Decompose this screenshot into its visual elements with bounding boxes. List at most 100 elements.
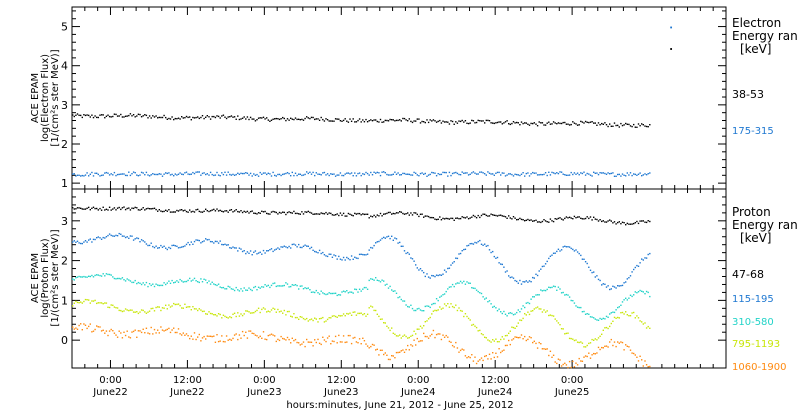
proton-point-4 (593, 352, 595, 355)
proton-point-2 (217, 283, 220, 285)
proton-point-4 (509, 343, 511, 346)
proton-point-0 (134, 206, 136, 209)
proton-point-3 (538, 308, 540, 310)
proton-point-0 (484, 213, 486, 215)
proton-point-3 (405, 335, 407, 338)
electron-point-1 (554, 172, 556, 175)
proton-point-0 (400, 211, 402, 213)
proton-point-2 (613, 311, 616, 314)
electron-point-0 (254, 120, 257, 122)
proton-point-4 (224, 341, 226, 343)
proton-point-0 (538, 221, 540, 223)
electron-point-1 (469, 173, 471, 175)
proton-point-4 (290, 342, 292, 344)
proton-point-0 (381, 215, 383, 217)
electron-point-0 (363, 121, 366, 123)
proton-point-0 (120, 208, 122, 211)
proton-point-2 (246, 289, 249, 291)
proton-point-0 (512, 216, 515, 218)
electron-point-1 (264, 172, 266, 174)
proton-point-3 (395, 335, 398, 337)
proton-point-0 (371, 216, 374, 218)
proton-point-2 (347, 292, 350, 294)
proton-point-3 (190, 309, 192, 311)
proton-point-1 (331, 256, 334, 258)
proton-point-2 (99, 274, 101, 277)
proton-point-1 (626, 278, 628, 280)
proton-point-4 (128, 336, 130, 338)
proton-point-4 (261, 337, 263, 339)
electron-point-0 (152, 115, 154, 117)
proton-point-2 (243, 287, 245, 289)
proton-point-0 (594, 218, 596, 220)
electron-point-1 (584, 174, 587, 176)
proton-point-4 (334, 335, 337, 338)
electron-point-1 (99, 175, 101, 177)
electron-point-0 (259, 117, 261, 119)
proton-point-4 (363, 340, 366, 342)
proton-point-1 (472, 243, 475, 245)
proton-point-3 (437, 309, 439, 311)
electron-point-1 (389, 174, 391, 176)
proton-point-1 (97, 236, 99, 238)
proton-point-3 (182, 307, 184, 309)
proton-point-1 (439, 274, 441, 276)
proton-point-0 (511, 218, 513, 220)
proton-point-1 (613, 286, 616, 288)
proton-point-0 (636, 220, 638, 223)
electron-point-1 (479, 171, 481, 173)
proton-point-1 (216, 240, 218, 243)
proton-point-1 (410, 257, 412, 259)
proton-point-3 (187, 306, 189, 308)
electron-point-0 (538, 121, 540, 123)
proton-point-4 (240, 337, 242, 339)
proton-point-3 (92, 300, 95, 302)
electron-point-1 (299, 173, 301, 175)
electron-point-0 (456, 122, 459, 124)
proton-point-1 (560, 249, 563, 251)
electron-point-1 (532, 171, 534, 174)
electron-point-0 (484, 122, 486, 124)
proton-point-0 (233, 210, 236, 212)
proton-point-4 (145, 327, 148, 329)
electron-point-1 (102, 174, 104, 176)
electron-point-1 (166, 172, 168, 175)
electron-point-0 (391, 119, 393, 121)
electron-point-1 (213, 174, 215, 177)
proton-point-2 (344, 291, 346, 293)
proton-point-4 (535, 342, 537, 345)
electron-point-0 (299, 119, 301, 121)
proton-point-1 (309, 247, 311, 250)
proton-point-4 (445, 334, 447, 337)
electron-point-1 (463, 172, 465, 174)
proton-point-4 (533, 340, 535, 342)
electron-point-0 (570, 123, 572, 126)
proton-point-0 (641, 220, 643, 222)
electron-point-1 (548, 171, 550, 173)
proton-point-1 (475, 242, 478, 244)
electron-point-1 (240, 172, 242, 174)
proton-point-3 (431, 313, 433, 315)
proton-point-2 (280, 285, 282, 287)
proton-point-4 (512, 338, 515, 340)
proton-point-4 (402, 349, 404, 351)
proton-point-3 (408, 336, 410, 339)
proton-point-2 (331, 292, 334, 295)
electron-point-1 (293, 174, 295, 177)
proton-point-1 (450, 264, 452, 266)
electron-point-0 (272, 118, 274, 120)
proton-point-4 (118, 330, 120, 332)
electron-point-1 (613, 175, 616, 177)
proton-point-3 (237, 312, 239, 314)
proton-point-4 (169, 331, 172, 334)
proton-point-3 (514, 327, 516, 329)
electron-point-0 (549, 123, 552, 125)
proton-point-0 (331, 214, 334, 216)
proton-point-0 (493, 214, 495, 216)
electron-point-0 (373, 119, 375, 121)
electron-point-0 (115, 113, 117, 116)
proton-point-3 (173, 302, 175, 305)
proton-point-2 (169, 282, 172, 284)
electron-point-0 (634, 126, 636, 128)
electron-point-1 (541, 174, 544, 176)
